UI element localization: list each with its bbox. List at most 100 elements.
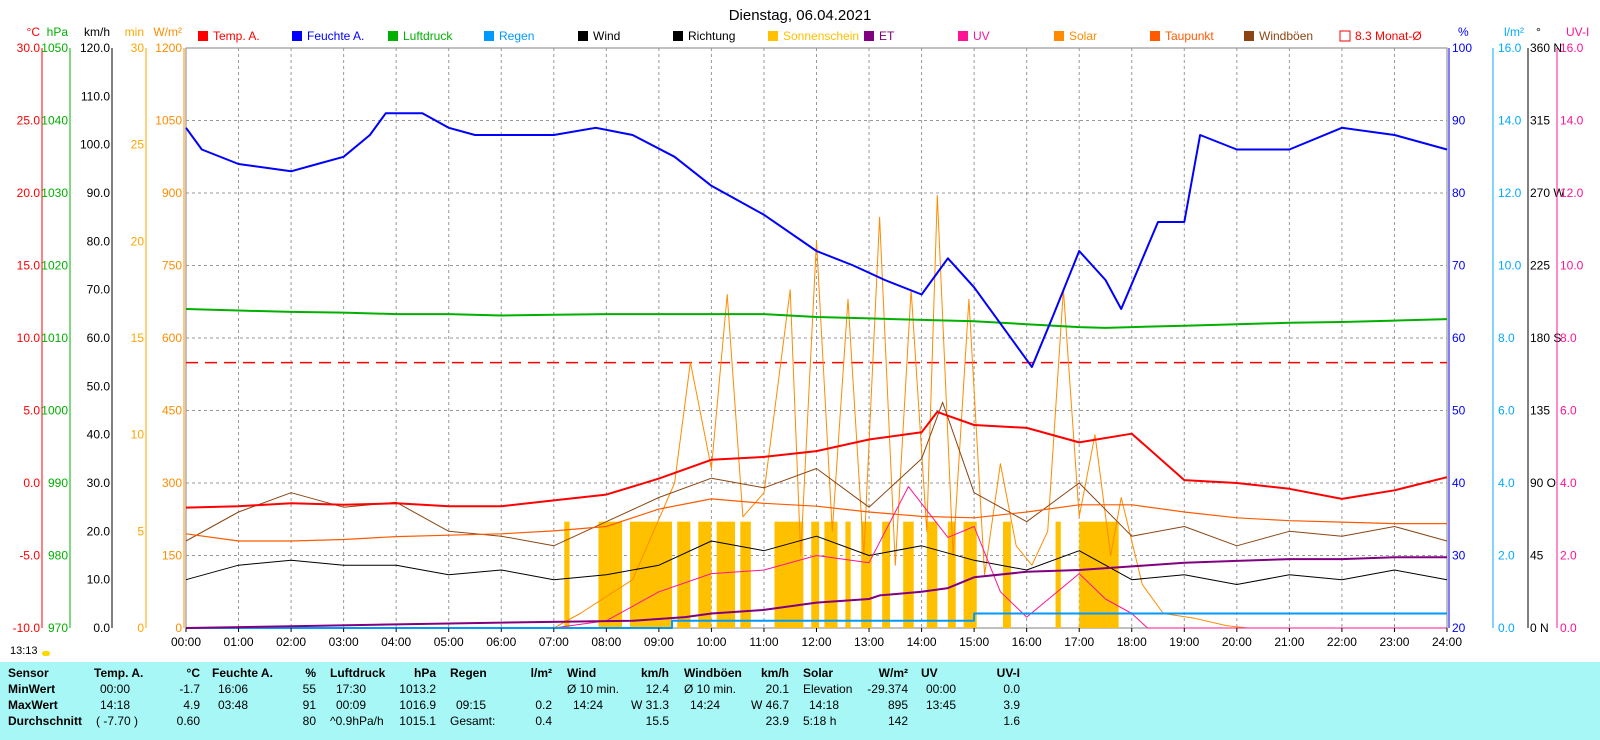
legend-swatch	[768, 31, 778, 41]
right-axis-tick-label: 135	[1530, 404, 1550, 418]
header-rain-unit: l/m²	[530, 666, 552, 680]
left-axis-tick-label: 15	[131, 331, 145, 345]
left-axis-tick-label: -5.0	[19, 549, 40, 563]
avg-press-trend: ^0.9hPa/h	[330, 714, 384, 728]
x-axis-tick-label: 11:00	[749, 635, 778, 649]
right-axis-unit: %	[1458, 25, 1469, 39]
pressure-series	[185, 308, 1448, 329]
max-solar-time: 14:18	[809, 698, 840, 712]
min-press-time: 17:30	[336, 682, 367, 696]
min-gust-value: 20.1	[765, 682, 789, 696]
x-axis-tick-label: 07:00	[539, 635, 569, 649]
legend-swatch	[1150, 31, 1160, 41]
sunshine-block	[926, 521, 938, 628]
left-axis-tick-label: 1040	[41, 114, 68, 128]
max-press-value: 1016.9	[399, 698, 436, 712]
left-axis-tick-label: 60.0	[87, 331, 111, 345]
left-axis-tick-label: 120.0	[80, 41, 110, 55]
right-axis-tick-label: 10.0	[1560, 259, 1584, 273]
right-axis-tick-label: 70	[1452, 259, 1466, 273]
legend-swatch	[1339, 30, 1351, 42]
legend-label: Windböen	[1259, 29, 1313, 43]
x-axis-tick-label: 21:00	[1274, 635, 1304, 649]
right-axis-tick-label: 225	[1530, 259, 1550, 273]
sunshine-block	[882, 521, 891, 628]
right-axis-tick-label: 0.0	[1560, 621, 1577, 635]
right-axis-tick-label: 90 O	[1530, 476, 1556, 490]
left-axis-tick-label: 30.0	[17, 41, 41, 55]
left-axis-unit: °C	[27, 25, 41, 39]
x-axis-tick-label: 16:00	[1012, 635, 1042, 649]
left-axis-tick-label: 20.0	[87, 524, 111, 538]
legend-label: 8.3 Monat-Ø	[1355, 29, 1422, 43]
x-axis-tick-label: 02:00	[276, 635, 306, 649]
left-axis-unit: min	[125, 25, 144, 39]
min-press-value: 1013.2	[399, 682, 436, 696]
legend-swatch	[578, 31, 588, 41]
right-axis-tick-label: 360 N	[1530, 41, 1562, 55]
max-wind-value: W 31.3	[630, 698, 669, 712]
left-axis-tick-label: 10.0	[17, 331, 41, 345]
avg-hum-value: 80	[302, 714, 316, 728]
left-axis-tick-label: 15.0	[17, 259, 41, 273]
sunshine-block	[903, 521, 914, 628]
sunshine-block	[845, 521, 851, 628]
summary-table: Sensor Temp. A. °C Feuchte A. % Luftdruc…	[0, 662, 1600, 740]
x-axis-tick-label: 05:00	[434, 635, 464, 649]
right-axis-tick-label: 2.0	[1498, 549, 1515, 563]
avg-rain-label: Gesamt:	[450, 714, 496, 728]
max-uv-time: 13:45	[926, 698, 957, 712]
left-axis-tick-label: 100.0	[80, 138, 110, 152]
left-axis-tick-label: 90.0	[87, 186, 111, 200]
temperature-series	[185, 410, 1448, 509]
sunshine-block	[963, 521, 977, 628]
left-axis-tick-label: 1030	[41, 186, 68, 200]
avg-rain-value: 0.4	[535, 714, 552, 728]
row-label-max: MaxWert	[8, 698, 58, 712]
max-temp-time: 14:18	[100, 698, 131, 712]
header-uv-unit: UV-I	[996, 666, 1020, 680]
min-uv-value: 0.0	[1003, 682, 1020, 696]
left-axis-tick-label: 40.0	[87, 428, 111, 442]
sunshine-block	[740, 521, 751, 628]
legend-swatch	[1244, 31, 1254, 41]
legend-label: Sonnenschein	[783, 29, 859, 43]
avg-solar-value: 142	[887, 714, 908, 728]
x-axis-tick-label: 00:00	[171, 635, 201, 649]
right-axis-tick-label: 6.0	[1560, 404, 1577, 418]
left-axis-tick-label: 980	[48, 549, 68, 563]
sunshine-block	[716, 521, 736, 628]
left-axis-tick-label: 900	[162, 186, 182, 200]
legend-label: Richtung	[688, 29, 735, 43]
header-sensor: Sensor	[8, 666, 49, 680]
avg-temp-note: ( -7.70 )	[96, 714, 139, 728]
x-axis-tick-label: 01:00	[224, 635, 254, 649]
header-solar: Solar	[803, 666, 834, 680]
legend-label: Wind	[593, 29, 620, 43]
right-axis-tick-label: 30	[1452, 549, 1466, 563]
min-wind-value: 12.4	[645, 682, 669, 696]
max-rain-time: 09:15	[456, 698, 487, 712]
header-wind-unit: km/h	[640, 666, 669, 680]
humidity-series	[185, 112, 1448, 368]
left-axis-tick-label: 0	[137, 621, 144, 635]
sunshine-block	[1079, 521, 1119, 628]
sunshine-block	[861, 521, 872, 628]
header-gust: Windböen	[684, 666, 742, 680]
min-temp-time: 00:00	[100, 682, 131, 696]
legend-swatch	[864, 31, 874, 41]
avg-press-value: 1015.1	[399, 714, 436, 728]
legend-label: Regen	[499, 29, 534, 43]
left-axis-tick-label: 300	[162, 476, 182, 490]
right-axis-tick-label: 14.0	[1498, 114, 1522, 128]
max-hum-value: 91	[302, 698, 316, 712]
legend-swatch	[1054, 31, 1064, 41]
x-axis-tick-label: 12:00	[801, 635, 831, 649]
dewpoint-series	[185, 498, 1447, 542]
x-axis-tick-label: 18:00	[1117, 635, 1147, 649]
right-axis-tick-label: 90	[1452, 114, 1466, 128]
avg-uv-value: 1.6	[1003, 714, 1020, 728]
right-axis-tick-label: 100	[1452, 41, 1472, 55]
right-axis-unit: l/m²	[1504, 25, 1524, 39]
right-axis-tick-label: 315	[1530, 114, 1550, 128]
